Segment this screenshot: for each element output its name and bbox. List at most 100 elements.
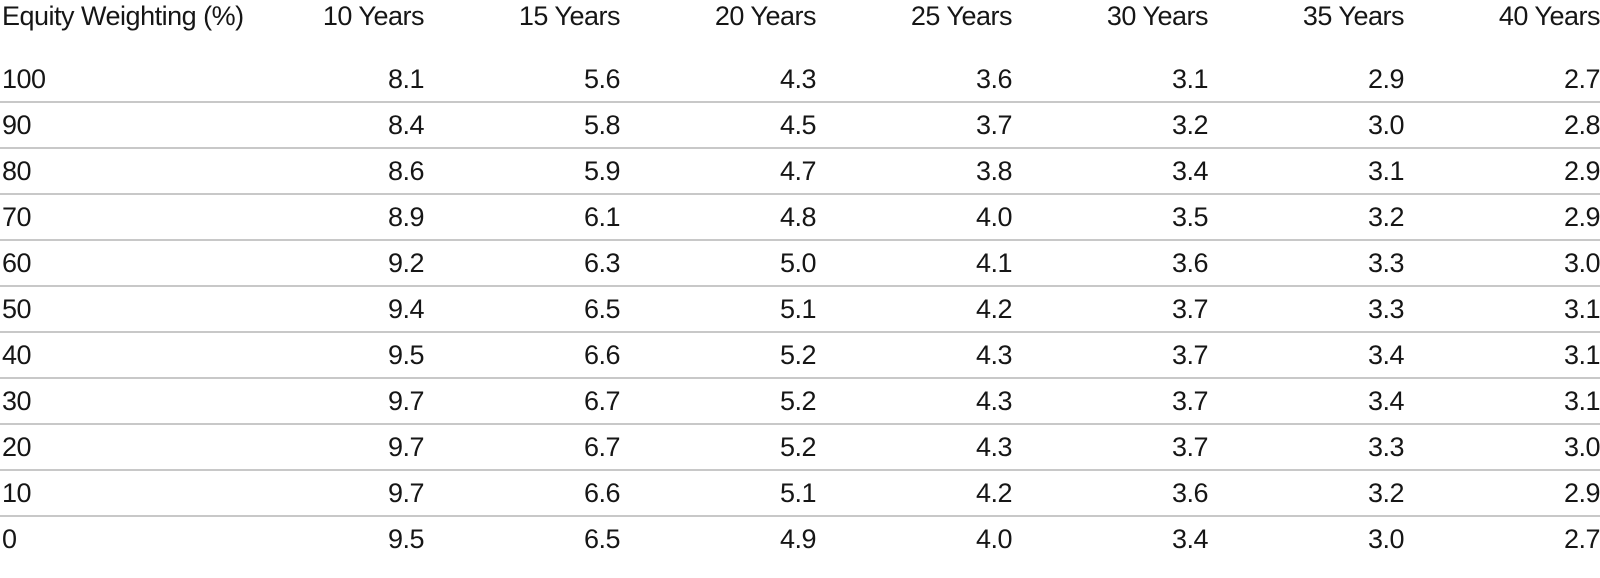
- cell-value: 5.2: [620, 378, 817, 425]
- cell-value: 4.8: [620, 194, 817, 241]
- cell-value: 3.5: [1012, 194, 1209, 241]
- cell-value: 3.6: [816, 57, 1013, 103]
- cell-value: 5.0: [620, 240, 817, 287]
- column-header-15-years: 15 Years: [518, 1, 621, 31]
- header-row: Equity Weighting (%) 10 Years 15 Years 20 …: [0, 0, 1600, 57]
- column-header-10-years: 10 Years: [322, 1, 425, 31]
- cell-value: 6.6: [424, 470, 621, 517]
- cell-value: 3.7: [1012, 332, 1209, 379]
- row-label-equity-weighting: 60: [0, 240, 228, 287]
- cell-value: 3.7: [1012, 378, 1209, 425]
- cell-value: 5.8: [424, 102, 621, 149]
- column-header-20-years: 20 Years: [714, 1, 817, 31]
- cell-value: 4.2: [816, 470, 1013, 517]
- table-row: 40 9.5 6.6 5.2 4.3 3.7 3.4 3.1: [0, 332, 1600, 379]
- cell-value: 4.2: [816, 286, 1013, 333]
- cell-value: 2.8: [1404, 102, 1600, 149]
- cell-value: 3.0: [1404, 240, 1600, 287]
- row-label-equity-weighting: 10: [0, 470, 228, 517]
- cell-value: 5.2: [620, 332, 817, 379]
- cell-value: 2.7: [1563, 523, 1600, 554]
- table-row: 80 8.6 5.9 4.7 3.8 3.4 3.1 2.9: [0, 148, 1600, 195]
- cell-value: 4.9: [779, 523, 817, 554]
- table-row: 10 9.7 6.6 5.1 4.2 3.6 3.2 2.9: [0, 470, 1600, 517]
- table-header: Equity Weighting (%) 10 Years 15 Years 20 …: [0, 0, 1600, 57]
- cell-value: 9.5: [228, 332, 425, 379]
- cell-value: 9.7: [228, 378, 425, 425]
- table-row: 50 9.4 6.5 5.1 4.2 3.7 3.3 3.1: [0, 286, 1600, 333]
- cell-value: 3.0: [1404, 424, 1600, 471]
- column-header-30-years: 30 Years: [1106, 1, 1209, 31]
- cell-value: 2.9: [1404, 148, 1600, 195]
- cell-value: 6.6: [424, 332, 621, 379]
- cell-value: 4.5: [620, 102, 817, 149]
- cell-value: 3.7: [1012, 286, 1209, 333]
- column-header-40-years: 40 Years: [1498, 1, 1600, 31]
- cell-value: 3.4: [1171, 523, 1209, 554]
- cell-value: 5.2: [620, 424, 817, 471]
- cell-value: 2.9: [1404, 194, 1600, 241]
- cell-value: 3.0: [1367, 523, 1405, 554]
- cell-value: 9.2: [228, 240, 425, 287]
- cell-value: 4.3: [816, 424, 1013, 471]
- table-row: 90 8.4 5.8 4.5 3.7 3.2 3.0 2.8: [0, 102, 1600, 149]
- cell-value: 8.1: [228, 57, 425, 103]
- table-row: 20 9.7 6.7 5.2 4.3 3.7 3.3 3.0: [0, 424, 1600, 471]
- table-body: 100 8.1 5.6 4.3 3.6 3.1 2.9 2.7 90 8.4 5.8 4.5 3.7 3.…: [0, 57, 1600, 561]
- row-label-equity-weighting: 40: [0, 332, 228, 379]
- cell-value: 9.7: [228, 470, 425, 517]
- cell-value: 4.0: [816, 194, 1013, 241]
- cell-value: 8.4: [228, 102, 425, 149]
- equity-weighting-table: Equity Weighting (%) 10 Years 15 Years 20 …: [0, 0, 1600, 561]
- table-row: 0 9.5 6.5 4.9 4.0 3.4 3.0 2.7: [0, 516, 1600, 561]
- cell-value: 5.1: [620, 470, 817, 517]
- row-label-equity-weighting: 90: [0, 102, 228, 149]
- cell-value: 4.7: [620, 148, 817, 195]
- cell-value: 3.6: [1012, 470, 1209, 517]
- cell-value: 3.7: [816, 102, 1013, 149]
- cell-value: 3.4: [1012, 148, 1209, 195]
- cell-value: 4.0: [975, 523, 1013, 554]
- cell-value: 4.3: [620, 57, 817, 103]
- table-row: 100 8.1 5.6 4.3 3.6 3.1 2.9 2.7: [0, 57, 1600, 103]
- cell-value: 3.1: [1012, 57, 1209, 103]
- column-header-equity-weighting: Equity Weighting (%): [2, 1, 244, 31]
- row-label-equity-weighting: 70: [0, 194, 228, 241]
- row-label-equity-weighting: 20: [0, 424, 228, 471]
- cell-value: 9.4: [228, 286, 425, 333]
- cell-value: 8.9: [228, 194, 425, 241]
- cell-value: 3.0: [1208, 102, 1405, 149]
- cell-value: 2.9: [1404, 470, 1600, 517]
- cell-value: 3.1: [1404, 286, 1600, 333]
- cell-value: 6.7: [424, 424, 621, 471]
- cell-value: 3.7: [1012, 424, 1209, 471]
- cell-value: 3.3: [1208, 240, 1405, 287]
- cell-value: 5.6: [424, 57, 621, 103]
- cell-value: 9.7: [228, 424, 425, 471]
- row-label-equity-weighting: 80: [0, 148, 228, 195]
- cell-value: 5.1: [620, 286, 817, 333]
- cell-value: 3.1: [1404, 332, 1600, 379]
- cell-value: 3.2: [1208, 470, 1405, 517]
- cell-value: 2.9: [1208, 57, 1405, 103]
- cell-value: 5.9: [424, 148, 621, 195]
- table-row: 30 9.7 6.7 5.2 4.3 3.7 3.4 3.1: [0, 378, 1600, 425]
- cell-value: 3.8: [816, 148, 1013, 195]
- row-label-equity-weighting: 0: [2, 523, 17, 554]
- cell-value: 2.7: [1404, 57, 1600, 103]
- cell-value: 3.3: [1208, 286, 1405, 333]
- cell-value: 4.3: [816, 332, 1013, 379]
- cell-value: 3.3: [1208, 424, 1405, 471]
- cell-value: 3.4: [1208, 332, 1405, 379]
- cell-value: 6.5: [583, 523, 621, 554]
- cell-value: 3.2: [1208, 194, 1405, 241]
- cell-value: 4.3: [816, 378, 1013, 425]
- row-label-equity-weighting: 50: [0, 286, 228, 333]
- cell-value: 3.6: [1012, 240, 1209, 287]
- cell-value: 3.2: [1012, 102, 1209, 149]
- cell-value: 9.5: [387, 523, 425, 554]
- table-row: 60 9.2 6.3 5.0 4.1 3.6 3.3 3.0: [0, 240, 1600, 287]
- cell-value: 3.4: [1208, 378, 1405, 425]
- cell-value: 3.1: [1404, 378, 1600, 425]
- cell-value: 6.3: [424, 240, 621, 287]
